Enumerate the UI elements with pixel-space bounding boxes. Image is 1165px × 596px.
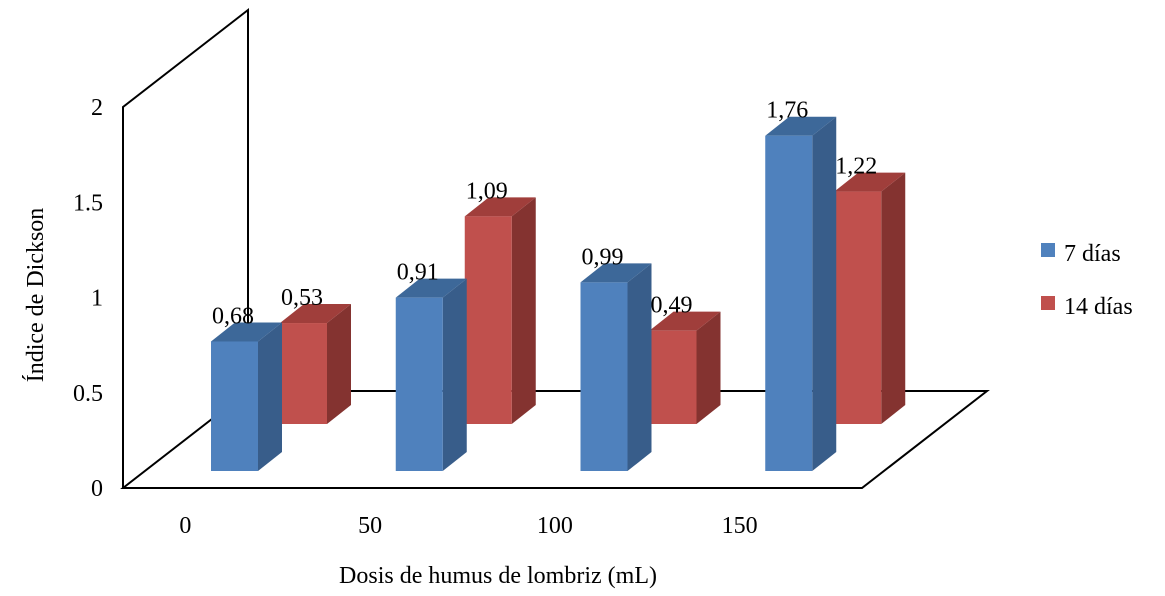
bar-7-dias-0 — [211, 322, 282, 471]
data-label: 0,91 — [397, 260, 439, 286]
floor-outline — [120, 390, 990, 489]
y-axis-title: Índice de Dickson — [23, 208, 49, 383]
bar-top — [395, 278, 467, 298]
bar-side — [627, 263, 652, 471]
data-label: 1,76 — [766, 98, 808, 124]
bar-top — [765, 116, 837, 136]
bar-front — [580, 282, 628, 471]
legend-swatch-7-dias — [1041, 243, 1055, 257]
bar-side — [696, 311, 721, 424]
legend-label-7-dias: 7 días — [1064, 241, 1121, 267]
bar-front — [765, 135, 813, 471]
bar-side — [258, 322, 282, 471]
x-axis-ticks: 0 50 100 150 — [179, 513, 757, 539]
bar-top — [211, 322, 282, 342]
legend: 7 días 14 días — [1041, 241, 1133, 320]
bar-top — [649, 311, 721, 331]
data-label: 0,53 — [281, 285, 323, 311]
data-label: 1,09 — [466, 178, 508, 204]
y-tick-label: 2 — [91, 95, 103, 121]
y-tick-label: 1 — [91, 286, 103, 312]
x-axis-title: Dosis de humus de lombriz (mL) — [339, 563, 657, 589]
data-label: 0,68 — [212, 303, 254, 329]
bar-side — [511, 197, 536, 424]
bar-side — [812, 116, 837, 471]
y-axis-ticks: 0 0.5 1 1.5 2 — [73, 95, 103, 502]
bar-front — [395, 297, 443, 471]
bar-14-dias-150 — [834, 172, 906, 424]
x-tick-label: 50 — [358, 513, 382, 539]
bar-side — [881, 172, 906, 424]
bar-14-dias-100 — [649, 311, 721, 424]
bar-14-dias-50 — [464, 197, 536, 424]
y-tick-label: 0 — [91, 476, 103, 502]
bar-7-dias-150 — [765, 116, 837, 471]
chart-walls — [120, 7, 990, 489]
bar-top — [280, 304, 351, 324]
x-tick-label: 150 — [722, 513, 758, 539]
bar-14-dias-0 — [280, 304, 351, 424]
back-wall-outline — [122, 7, 249, 488]
bar-top — [580, 263, 652, 283]
data-label: 1,22 — [835, 154, 877, 180]
x-tick-label: 100 — [537, 513, 573, 539]
bar-front — [834, 191, 882, 424]
bar-front — [211, 341, 258, 471]
bar-front — [649, 330, 697, 424]
bar-front — [464, 216, 512, 424]
bar-7-dias-50 — [395, 278, 467, 471]
bar-side — [327, 304, 351, 424]
bars — [211, 116, 906, 471]
y-tick-label: 1.5 — [73, 190, 103, 216]
y-tick-label: 0.5 — [73, 381, 103, 407]
bar-side — [442, 278, 467, 471]
x-tick-label: 0 — [179, 513, 191, 539]
legend-swatch-14-dias — [1041, 296, 1055, 310]
data-labels: 0,53 0,68 1,09 0,91 0,49 0,99 1,22 1,76 — [212, 98, 877, 330]
bar-7-dias-100 — [580, 263, 652, 471]
data-label: 0,99 — [582, 244, 624, 270]
bar-top — [464, 197, 536, 217]
legend-label-14-dias: 14 días — [1064, 294, 1133, 320]
bar-front — [280, 323, 327, 424]
bar-top — [834, 172, 906, 192]
data-label: 0,49 — [651, 293, 693, 319]
